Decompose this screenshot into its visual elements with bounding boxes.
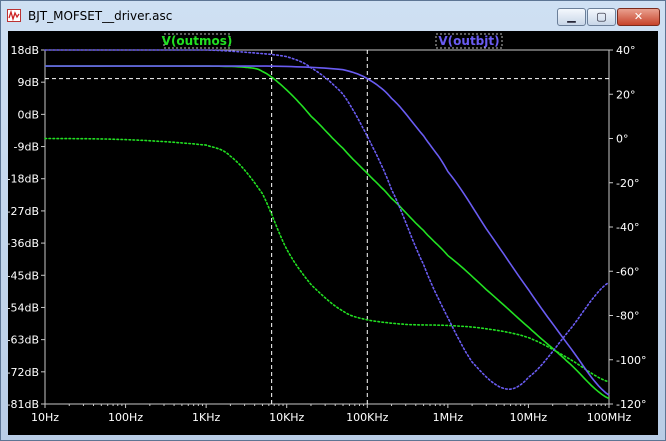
x-tick-label: 100KHz bbox=[346, 411, 388, 424]
maximize-button[interactable]: ▢ bbox=[587, 8, 616, 26]
outbjt-phase-trace[interactable] bbox=[44, 49, 610, 390]
y-right-tick-label: -60° bbox=[616, 265, 639, 278]
y-left-tick-label: -54dB bbox=[8, 301, 39, 314]
x-tick-label: 10KHz bbox=[269, 411, 304, 424]
waveform-icon[interactable] bbox=[7, 9, 21, 22]
outmos-phase-trace[interactable] bbox=[44, 137, 610, 383]
y-right-tick-label: -80° bbox=[616, 310, 639, 323]
x-tick-label: 100MHz bbox=[587, 411, 632, 424]
y-left-tick-label: -45dB bbox=[8, 269, 39, 282]
y-right-tick-label: -120° bbox=[616, 398, 646, 411]
y-left-tick-label: -63dB bbox=[8, 334, 39, 347]
y-left-tick-label: -36dB bbox=[8, 237, 39, 250]
y-left-tick-label: -81dB bbox=[8, 398, 39, 411]
title-bar[interactable]: BJT_MOFSET__driver.asc ▁ ▢ ✕ bbox=[1, 1, 665, 31]
y-right-tick-label: 40° bbox=[616, 44, 636, 57]
close-button[interactable]: ✕ bbox=[617, 8, 660, 26]
y-right-tick-label: -100° bbox=[616, 354, 646, 367]
window-title: BJT_MOFSET__driver.asc bbox=[28, 9, 173, 23]
y-left-tick-label: -18dB bbox=[8, 173, 39, 186]
y-left-tick-label: -27dB bbox=[8, 205, 39, 218]
trace-label-outmos-box[interactable] bbox=[163, 33, 231, 49]
waveform-viewer[interactable]: 10Hz 100Hz 1KHz 10KHz 100KHz 1MHz 10MHz 100MHz 1… bbox=[7, 31, 658, 435]
minimize-button[interactable]: ▁ bbox=[557, 8, 586, 26]
trace-label-outmos[interactable]: V(outmos) bbox=[162, 34, 233, 48]
maximize-icon: ▢ bbox=[596, 10, 607, 23]
y-right-tick-label: -40° bbox=[616, 221, 639, 234]
bode-plot[interactable]: 10Hz 100Hz 1KHz 10KHz 100KHz 1MHz 10MHz 100MHz 1… bbox=[7, 31, 658, 435]
x-tick-label: 10MHz bbox=[510, 411, 548, 424]
outbjt-magnitude-trace[interactable] bbox=[45, 65, 610, 396]
y-left-tick-label: 18dB bbox=[10, 44, 39, 57]
outmos-magnitude-trace[interactable] bbox=[45, 65, 610, 400]
trace-label-outbjt-box[interactable] bbox=[435, 33, 503, 49]
y-left-tick-label: -9dB bbox=[14, 141, 40, 154]
y-left-tick-label: -72dB bbox=[8, 366, 39, 379]
y-right-tick-label: -20° bbox=[616, 177, 639, 190]
y-left-tick-label: 0dB bbox=[17, 108, 39, 121]
x-tick-label: 100Hz bbox=[108, 411, 143, 424]
x-tick-label: 1KHz bbox=[192, 411, 220, 424]
x-tick-label: 10Hz bbox=[31, 411, 59, 424]
x-tick-label: 1MHz bbox=[433, 411, 464, 424]
y-right-tick-label: 0° bbox=[616, 133, 629, 146]
y-right-tick-label: 20° bbox=[616, 88, 636, 101]
close-icon: ✕ bbox=[633, 10, 644, 23]
trace-label-outbjt[interactable]: V(outbjt) bbox=[438, 34, 499, 48]
minimize-icon: ▁ bbox=[567, 10, 576, 23]
plot-frame bbox=[44, 49, 610, 405]
y-left-tick-label: 9dB bbox=[17, 76, 39, 89]
